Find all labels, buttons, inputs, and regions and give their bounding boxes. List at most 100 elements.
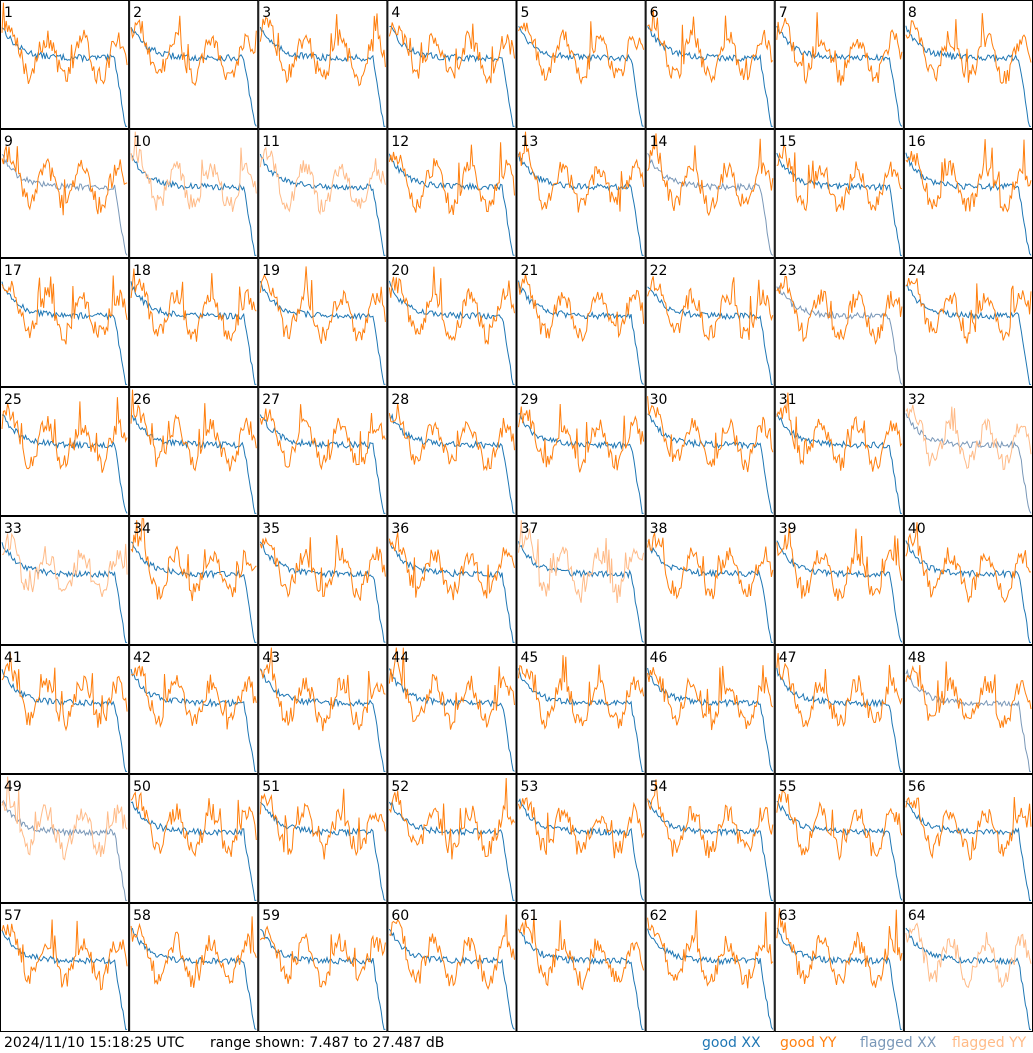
series-yy-line (905, 139, 1032, 213)
legend-flagged-xx: flagged XX (860, 1035, 937, 1051)
legend-flagged-yy: flagged YY (952, 1035, 1027, 1051)
range-label: range shown: 7.487 to 27.487 dB (210, 1035, 445, 1051)
series-yy-line (776, 12, 903, 86)
panel-frame (645, 129, 775, 258)
antenna-number: 55 (779, 779, 797, 795)
antenna-number: 9 (4, 134, 13, 150)
antenna-panel: 6 (645, 0, 775, 129)
series-yy-line (259, 146, 386, 216)
series-yy-line (776, 392, 903, 472)
antenna-panel: 3 (258, 0, 388, 129)
series-yy-line (905, 922, 1032, 989)
antenna-panel: 50 (129, 774, 259, 903)
antenna-number: 38 (650, 521, 668, 537)
series-xx-line (130, 801, 257, 901)
series-yy-line (389, 914, 515, 990)
series-yy-line (388, 532, 515, 601)
panel-frame (516, 258, 646, 387)
antenna-panel: 54 (645, 774, 775, 903)
antenna-panel: 49 (0, 774, 130, 903)
series-yy-line (905, 661, 1032, 728)
series-yy-line (130, 791, 257, 858)
series-yy-line (518, 655, 645, 730)
antenna-panel: 20 (387, 258, 517, 387)
antenna-number: 28 (391, 392, 409, 408)
antenna-number: 52 (391, 779, 409, 795)
antenna-number: 13 (521, 134, 539, 150)
antenna-panel: 29 (516, 387, 646, 516)
antenna-number: 21 (521, 263, 539, 279)
series-yy-line (1, 919, 128, 991)
series-yy-line (259, 788, 386, 860)
series-yy-line (1, 2, 128, 85)
panel-frame (129, 516, 259, 645)
antenna-number: 15 (779, 134, 797, 150)
antenna-panel: 46 (645, 645, 775, 774)
antenna-panel: 4 (387, 0, 517, 129)
antenna-panel: 55 (774, 774, 904, 903)
series-yy-line (259, 647, 386, 732)
antenna-number: 25 (4, 392, 22, 408)
antenna-number: 14 (650, 134, 668, 150)
series-xx-line (259, 153, 386, 256)
series-xx-line (389, 25, 515, 127)
series-xx-line (518, 928, 644, 1030)
series-xx-line (776, 927, 902, 1030)
panel-frame (258, 645, 388, 774)
antenna-panel: 47 (774, 645, 904, 774)
panel-frame (129, 258, 259, 387)
antenna-panel: 52 (387, 774, 517, 903)
panel-frame (774, 129, 904, 258)
antenna-number: 40 (908, 521, 926, 537)
antenna-number: 56 (908, 779, 926, 795)
series-yy-line (388, 777, 515, 860)
panel-frame (387, 516, 517, 645)
antenna-panel: 53 (516, 774, 646, 903)
antenna-number: 46 (650, 650, 668, 666)
antenna-panel: 18 (129, 258, 259, 387)
series-xx-line (1, 154, 128, 256)
antenna-number: 19 (262, 263, 280, 279)
series-yy-line (1, 776, 128, 861)
antenna-panel: 63 (774, 903, 904, 1032)
panel-frame (774, 516, 904, 645)
panel-frame (258, 129, 388, 258)
antenna-number: 16 (908, 134, 926, 150)
series-yy-line (130, 15, 257, 87)
series-xx-line (388, 153, 515, 256)
antenna-panel: 36 (387, 516, 517, 645)
series-yy-line (518, 797, 645, 859)
series-xx-line (130, 281, 257, 385)
antenna-number: 50 (133, 779, 151, 795)
series-yy-line (259, 266, 386, 344)
series-xx-line (388, 668, 515, 772)
antenna-number: 61 (521, 908, 539, 924)
antenna-panel: 35 (258, 516, 388, 645)
panel-frame (516, 774, 646, 903)
panel-frame (0, 387, 130, 516)
series-yy-line (130, 268, 257, 342)
antenna-panel: 17 (0, 258, 130, 387)
antenna-number: 23 (779, 263, 797, 279)
antenna-number: 58 (133, 908, 151, 924)
antenna-panel: 9 (0, 129, 130, 258)
panel-frame (645, 903, 775, 1032)
series-xx-line (518, 541, 644, 643)
series-xx-line (259, 801, 386, 901)
series-yy-line (259, 535, 386, 601)
panel-frame (516, 129, 646, 258)
series-yy-line (905, 796, 1032, 861)
antenna-panel: 19 (258, 258, 388, 387)
series-xx-line (130, 154, 257, 256)
series-yy-line (388, 266, 515, 345)
antenna-number: 35 (262, 521, 280, 537)
series-yy-line (776, 652, 903, 728)
panel-frame (258, 0, 388, 129)
antenna-number: 3 (262, 5, 271, 21)
antenna-number: 42 (133, 650, 151, 666)
panel-frame (516, 516, 646, 645)
panel-frame (0, 516, 130, 645)
panel-frame (258, 258, 388, 387)
series-yy-line (647, 910, 774, 989)
series-xx-line (1, 669, 128, 772)
